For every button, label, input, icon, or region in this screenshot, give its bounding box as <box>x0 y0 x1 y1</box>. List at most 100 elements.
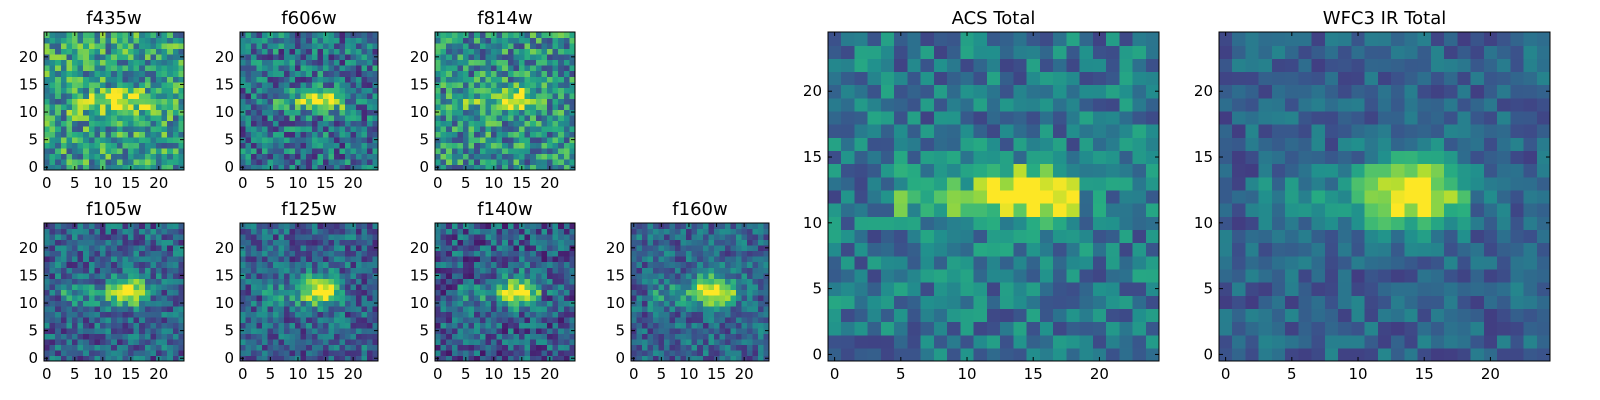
pixel <box>333 338 340 346</box>
pixel <box>1106 216 1120 230</box>
pixel <box>311 136 318 143</box>
pixel <box>960 242 975 257</box>
pixel <box>361 158 368 166</box>
pixel <box>496 158 503 166</box>
pixel <box>83 294 90 301</box>
pixel <box>474 81 481 88</box>
pixel <box>735 267 742 274</box>
pixel <box>273 223 280 230</box>
pixel <box>284 103 291 110</box>
pixel <box>150 87 157 94</box>
pixel <box>446 228 453 235</box>
pixel <box>468 300 475 307</box>
pixel <box>256 261 263 268</box>
pixel <box>697 256 704 263</box>
pixel <box>664 305 671 312</box>
pixel <box>535 228 542 235</box>
pixel <box>256 43 263 50</box>
pixel <box>83 228 90 235</box>
pixel <box>507 32 514 39</box>
pixel <box>680 283 687 290</box>
pixel <box>322 98 329 105</box>
pixel <box>251 147 258 155</box>
pixel <box>691 333 698 340</box>
pixel <box>535 81 542 88</box>
pixel <box>372 43 379 50</box>
pixel <box>552 333 559 340</box>
pixel <box>524 283 531 290</box>
pixel <box>273 142 280 149</box>
pixel <box>713 283 720 290</box>
pixel <box>306 70 313 77</box>
pixel <box>463 147 470 155</box>
pixel <box>289 54 296 61</box>
pixel <box>156 327 163 334</box>
pixel <box>485 114 492 121</box>
pixel <box>691 327 698 334</box>
pixel <box>322 278 329 285</box>
pixel <box>513 114 520 121</box>
pixel <box>479 109 486 116</box>
pixel <box>1039 216 1054 230</box>
pixel <box>144 234 151 241</box>
y-tick-label: 10 <box>215 294 234 312</box>
pixel <box>139 245 146 252</box>
pixel <box>77 272 84 279</box>
pixel <box>133 153 140 160</box>
pixel <box>933 255 948 270</box>
pixel <box>72 136 79 143</box>
pixel <box>267 300 274 307</box>
pixel <box>150 65 157 72</box>
pixel <box>350 316 357 323</box>
pixel <box>306 300 313 307</box>
pixel <box>366 131 374 138</box>
pixel <box>44 92 51 99</box>
pixel <box>479 355 486 362</box>
pixel <box>344 147 351 155</box>
pixel <box>355 103 363 110</box>
x-tick-label: 5 <box>266 174 276 192</box>
pixel <box>322 92 329 99</box>
pixel <box>713 272 720 279</box>
pixel <box>284 234 291 241</box>
pixel <box>491 125 498 132</box>
pixel <box>122 37 129 44</box>
pixel <box>116 256 123 263</box>
pixel <box>49 228 56 235</box>
pixel <box>278 228 285 235</box>
pixel <box>262 103 269 110</box>
pixel <box>100 98 107 105</box>
pixel <box>72 125 79 132</box>
pixel <box>535 125 542 132</box>
pixel <box>463 278 470 285</box>
axes-frame <box>239 222 379 362</box>
pixel <box>547 147 554 155</box>
pixel <box>653 272 660 279</box>
pixel <box>333 333 340 340</box>
pixel <box>547 65 554 72</box>
pixel <box>317 98 324 105</box>
pixel <box>372 131 379 138</box>
pixel <box>697 245 704 252</box>
pixel <box>100 43 107 50</box>
pixel <box>735 239 742 246</box>
pixel <box>496 48 503 55</box>
pixel <box>541 59 548 66</box>
pixel <box>167 355 174 362</box>
pixel <box>752 239 759 246</box>
pixel <box>133 283 140 290</box>
pixel <box>513 147 520 155</box>
pixel <box>77 355 84 362</box>
pixel <box>284 70 291 77</box>
pixel <box>88 300 95 307</box>
pixel <box>530 98 537 105</box>
pixel <box>664 261 671 268</box>
pixel <box>686 333 693 340</box>
pixel <box>245 76 252 83</box>
pixel <box>77 70 84 77</box>
pixel <box>300 136 307 143</box>
pixel <box>457 228 464 235</box>
pixel <box>519 272 526 279</box>
pixel <box>569 131 576 138</box>
pixel <box>491 311 498 318</box>
